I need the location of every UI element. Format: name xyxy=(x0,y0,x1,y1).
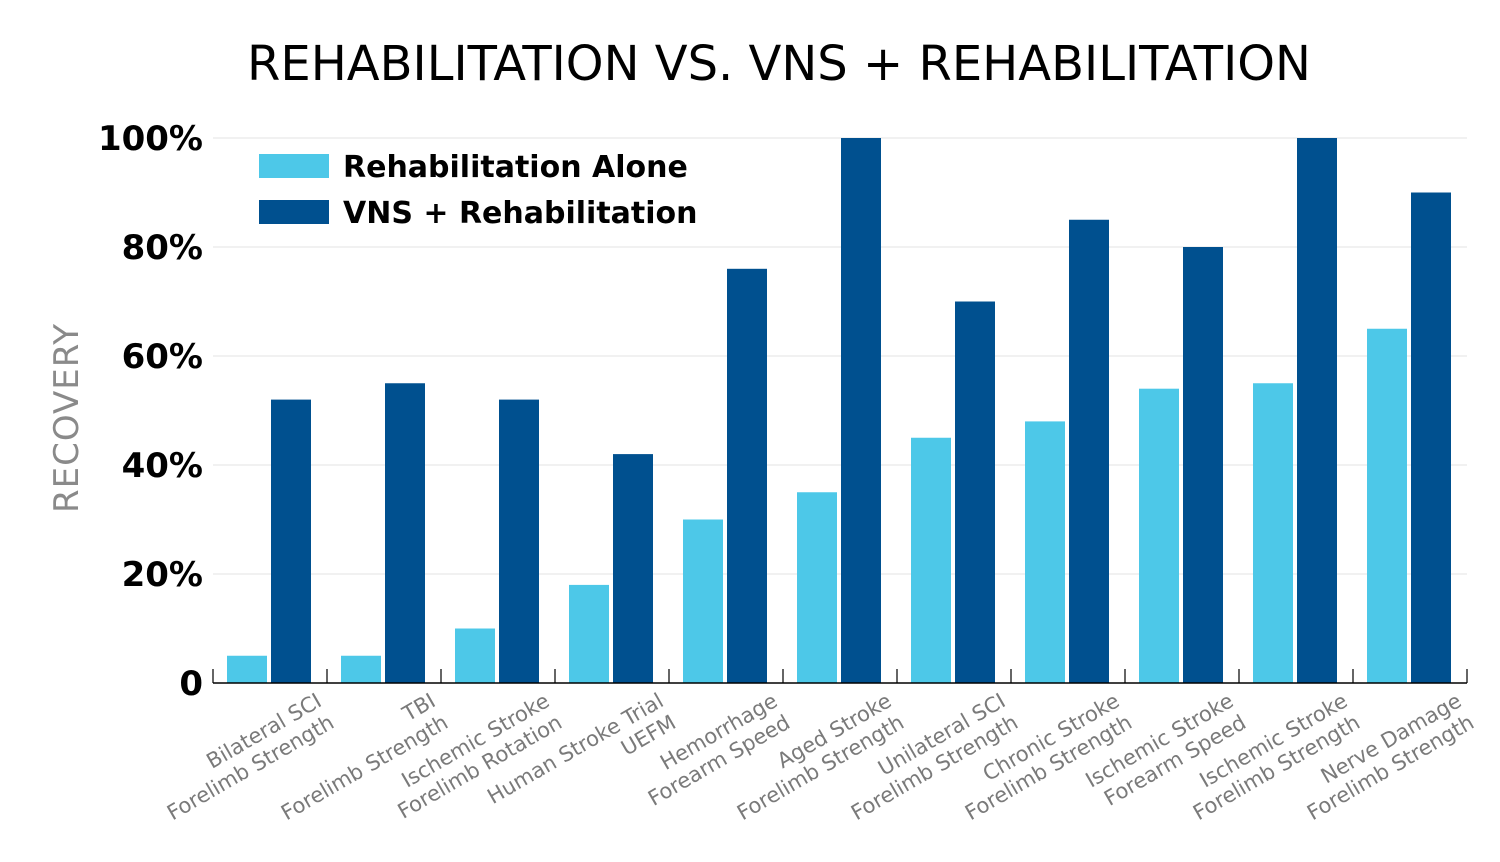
bar-vns-rehab xyxy=(385,383,425,683)
legend-label: Rehabilitation Alone xyxy=(343,150,688,185)
axes xyxy=(212,669,1468,684)
bar-rehab-alone xyxy=(683,519,723,683)
legend-swatch xyxy=(259,154,329,178)
y-tick-label: 20% xyxy=(122,555,203,595)
bar-vns-rehab xyxy=(1069,219,1109,683)
bar-vns-rehab xyxy=(955,301,995,683)
bar-vns-rehab xyxy=(271,399,311,683)
legend: Rehabilitation Alone VNS + Rehabilitation xyxy=(259,150,698,231)
bar-rehab-alone xyxy=(797,492,837,683)
bar-vns-rehab xyxy=(1411,192,1451,683)
bar-rehab-alone xyxy=(227,655,267,683)
bar-rehab-alone xyxy=(911,437,951,683)
bar-rehab-alone xyxy=(1253,383,1293,683)
y-tick-label: 0 xyxy=(179,664,203,704)
bar-rehab-alone xyxy=(1367,328,1407,683)
bars xyxy=(227,138,1451,683)
legend-swatch xyxy=(259,200,329,224)
bar-rehab-alone xyxy=(341,655,381,683)
chart-title: REHABILITATION VS. VNS + REHABILITATION xyxy=(247,36,1311,92)
y-tick-labels: 0 20% 40% 60% 80% 100% xyxy=(98,119,203,704)
bar-rehab-alone xyxy=(569,584,609,683)
y-tick-label: 100% xyxy=(98,119,203,159)
y-axis-label: RECOVERY xyxy=(47,323,87,513)
bar-rehab-alone xyxy=(1139,388,1179,683)
bar-rehab-alone xyxy=(455,628,495,683)
bar-vns-rehab xyxy=(499,399,539,683)
y-tick-label: 60% xyxy=(122,337,203,377)
x-tick-labels: Bilateral SCIForelimb StrengthTBIForelim… xyxy=(163,689,1478,826)
y-tick-label: 40% xyxy=(122,446,203,486)
bar-vns-rehab xyxy=(1183,247,1223,683)
legend-label: VNS + Rehabilitation xyxy=(343,196,698,231)
bar-vns-rehab xyxy=(613,454,653,683)
bar-vns-rehab xyxy=(841,138,881,683)
bar-vns-rehab xyxy=(727,268,767,683)
y-tick-label: 80% xyxy=(122,228,203,268)
bar-vns-rehab xyxy=(1297,138,1337,683)
bar-rehab-alone xyxy=(1025,421,1065,683)
